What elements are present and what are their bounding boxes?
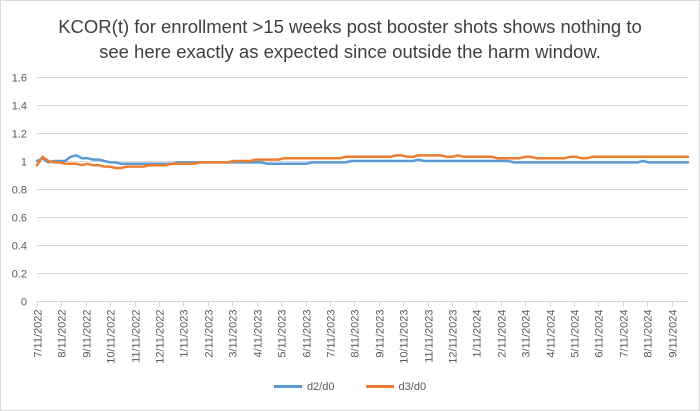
x-tick-label: 4/11/2023: [253, 310, 265, 358]
series-line-d3-d0: [35, 154, 690, 170]
x-tick-label: 4/11/2024: [546, 310, 558, 358]
grid: [37, 77, 688, 302]
legend-label-d3-d0: d3/d0: [398, 380, 427, 393]
chart-title-line-2: see here exactly as expected since outsi…: [99, 41, 601, 62]
x-tick-label: 3/11/2023: [228, 310, 240, 358]
legend-item-d3-d0: d3/d0: [365, 380, 427, 393]
x-tick-label: 9/11/2022: [82, 310, 94, 358]
x-tick-label: 7/11/2024: [619, 310, 631, 358]
x-tick-label: 5/11/2023: [277, 310, 289, 358]
y-axis-ticks: 0 0.2 0.4 0.6 0.8 1 1.2 1.4 1.6: [12, 73, 27, 309]
x-tick-label: 8/11/2024: [643, 310, 655, 358]
x-tick-label: 9/11/2024: [668, 310, 680, 358]
chart-title: KCOR(t) for enrollment >15 weeks post bo…: [0, 14, 700, 64]
x-tick-label: 9/11/2023: [375, 310, 387, 358]
legend: d2/d0 d3/d0: [0, 379, 700, 393]
chart-title-line-1: KCOR(t) for enrollment >15 weeks post bo…: [58, 16, 642, 37]
x-tick-label: 10/11/2022: [106, 310, 118, 364]
x-tick-label: 3/11/2024: [521, 310, 533, 358]
x-tick-label: 10/11/2023: [399, 310, 411, 364]
x-tick-label: 12/11/2022: [155, 310, 167, 364]
x-axis-ticks: 7/11/2022 8/11/2022 9/11/2022 10/11/2022 11/…: [33, 301, 680, 364]
x-tick-label: 7/11/2022: [33, 310, 45, 358]
legend-label-d2-d0: d2/d0: [306, 380, 335, 393]
series-lines: [35, 154, 690, 170]
x-tick-label: 11/11/2023: [424, 310, 436, 363]
x-tick-label: 12/11/2023: [448, 310, 460, 364]
legend-swatch-d3-d0: [365, 385, 394, 388]
y-tick-label: 0.2: [12, 269, 27, 281]
x-tick-label: 11/11/2022: [131, 310, 143, 363]
y-tick-label: 0: [21, 297, 27, 309]
legend-swatch-d2-d0: [273, 385, 302, 388]
x-tick-label: 2/11/2024: [497, 310, 509, 358]
series-line-d2-d0: [35, 154, 690, 166]
y-tick-label: 1.2: [12, 129, 27, 141]
y-tick-label: 1.6: [12, 73, 27, 85]
x-tick-label: 8/11/2023: [350, 310, 362, 358]
x-tick-label: 1/11/2024: [472, 310, 484, 358]
y-tick-label: 0.8: [12, 185, 27, 197]
x-tick-label: 1/11/2023: [179, 310, 191, 358]
legend-item-d2-d0: d2/d0: [273, 380, 335, 393]
y-tick-label: 0.6: [12, 213, 27, 225]
y-tick-label: 1: [21, 157, 27, 169]
y-tick-label: 0.4: [12, 241, 27, 253]
x-tick-label: 2/11/2023: [204, 310, 216, 358]
y-tick-label: 1.4: [12, 101, 27, 113]
x-tick-label: 5/11/2024: [570, 310, 582, 358]
x-tick-label: 6/11/2023: [302, 310, 314, 358]
x-tick-label: 8/11/2022: [57, 310, 69, 358]
x-tick-label: 7/11/2023: [326, 310, 338, 358]
x-tick-label: 6/11/2024: [594, 310, 606, 358]
